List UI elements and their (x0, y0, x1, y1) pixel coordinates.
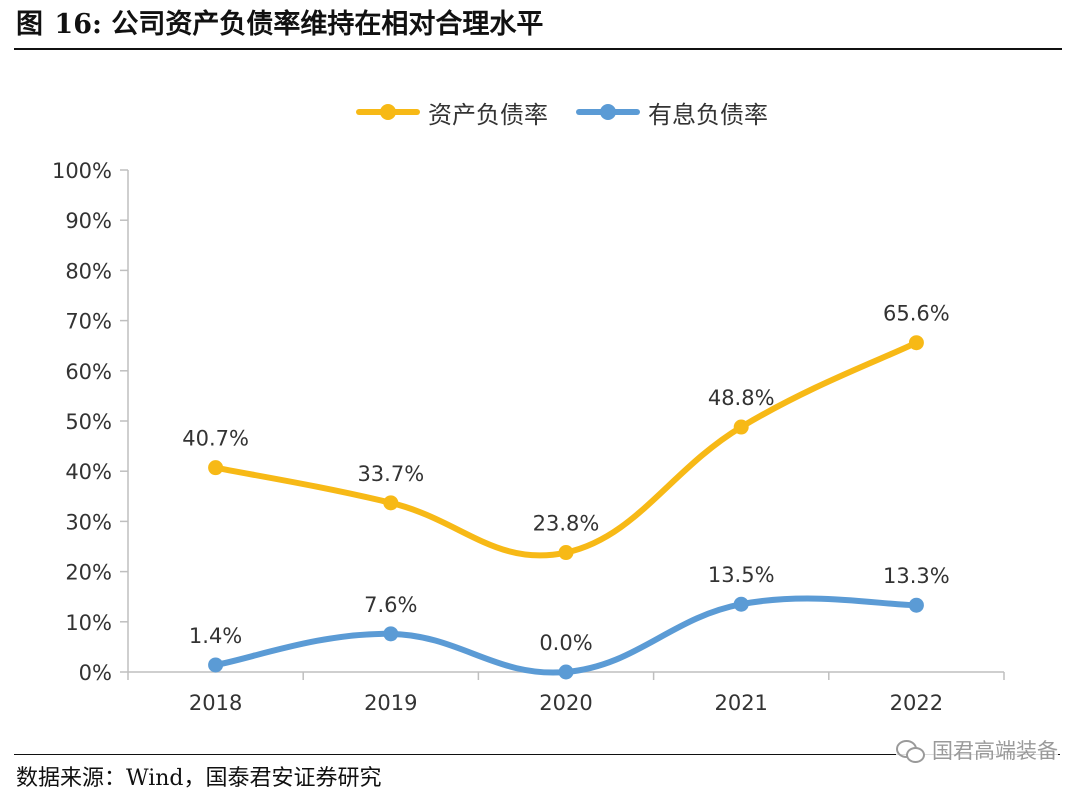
legend-swatch-interest-bearing (576, 104, 640, 120)
y-tick-label: 0% (79, 661, 112, 685)
data-label: 7.6% (364, 593, 417, 617)
source-rule (14, 754, 1060, 755)
data-point (733, 596, 749, 612)
data-point (208, 657, 224, 673)
y-tick-label: 70% (65, 310, 112, 334)
data-point (383, 626, 399, 642)
legend-label-asset-liability: 资产负债率 (428, 100, 548, 129)
y-tick-label: 90% (65, 209, 112, 233)
x-tick-label: 2021 (714, 691, 767, 715)
data-point (558, 545, 574, 561)
data-label: 40.7% (182, 427, 249, 451)
data-label: 0.0% (539, 631, 592, 655)
y-tick-label: 100% (52, 159, 112, 183)
y-tick-label: 50% (65, 410, 112, 434)
data-point (383, 495, 399, 511)
data-point (908, 335, 924, 351)
data-label: 48.8% (708, 386, 775, 410)
x-tick-label: 2020 (539, 691, 592, 715)
data-point (558, 664, 574, 680)
legend-item-asset-liability: 资产负债率 (356, 95, 548, 130)
legend-item-interest-bearing: 有息负债率 (576, 95, 768, 130)
y-tick-label: 20% (65, 561, 112, 585)
legend-label-interest-bearing: 有息负债率 (648, 100, 768, 129)
figure-label: 图 (16, 9, 43, 40)
data-label: 33.7% (357, 462, 424, 486)
x-tick-label: 2022 (890, 691, 943, 715)
source-note: 数据来源：Wind，国泰君安证券研究 (16, 766, 382, 791)
data-label: 13.5% (708, 563, 775, 587)
y-tick-label: 30% (65, 510, 112, 534)
data-point (733, 419, 749, 435)
figure-title-text: 公司资产负债率维持在相对合理水平 (111, 9, 544, 40)
data-label: 23.8% (533, 512, 600, 536)
y-tick-label: 60% (65, 360, 112, 384)
y-tick-label: 10% (65, 611, 112, 635)
figure-title: 图 16: 公司资产负债率维持在相对合理水平 (16, 4, 543, 46)
x-tick-label: 2019 (364, 691, 417, 715)
legend-swatch-asset-liability (356, 104, 420, 120)
watermark: 国君高端装备 (896, 732, 1058, 770)
figure-number: 16: (54, 9, 102, 40)
data-label: 65.6% (883, 302, 950, 326)
x-tick-label: 2018 (189, 691, 242, 715)
wechat-icon (896, 739, 926, 763)
data-label: 1.4% (189, 624, 242, 648)
data-point (208, 460, 224, 476)
title-rule (14, 48, 1062, 50)
chart-legend: 资产负债率 有息负债率 (0, 92, 1080, 132)
y-tick-label: 40% (65, 460, 112, 484)
data-point (908, 597, 924, 613)
watermark-text: 国君高端装备 (932, 739, 1058, 763)
data-label: 13.3% (883, 564, 950, 588)
y-tick-label: 80% (65, 259, 112, 283)
